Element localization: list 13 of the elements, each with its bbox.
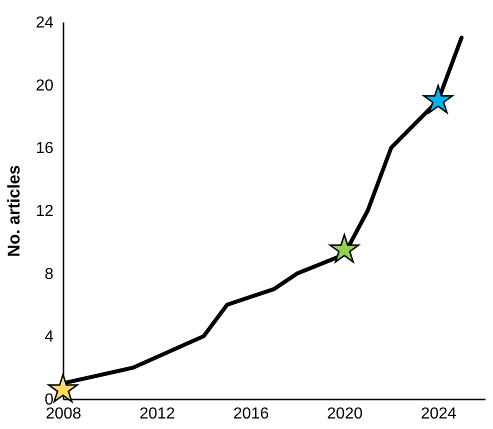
x-tick-label: 2016: [233, 406, 269, 422]
y-tick-label: 8: [44, 266, 54, 283]
y-tick-label: 12: [36, 203, 54, 220]
x-tick-label: 2020: [327, 406, 363, 422]
x-tick-label: 2008: [46, 406, 82, 422]
y-tick-label: 4: [44, 328, 54, 346]
y-tick-label: 24: [36, 14, 54, 32]
x-tick-label: 2012: [139, 406, 176, 422]
y-tick-label: 16: [36, 140, 54, 158]
x-tick-label: 2024: [420, 406, 457, 422]
y-axis-title: No. articles: [4, 165, 24, 257]
y-tick-label: 20: [36, 77, 54, 94]
y-tick-label: 0: [44, 392, 54, 408]
